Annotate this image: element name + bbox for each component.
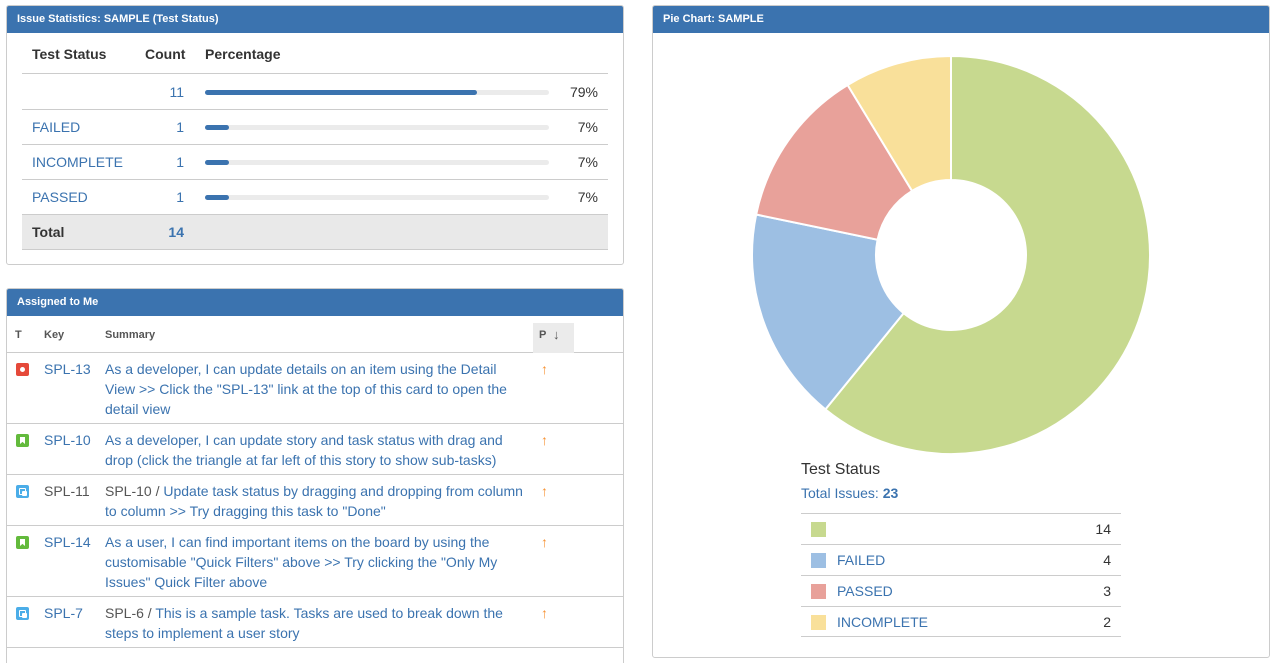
issue-key-link[interactable]: SPL-11: [44, 483, 90, 499]
issue-summary: SPL-10 / Update task status by dragging …: [105, 481, 525, 521]
percentage-bar-fill: [205, 160, 230, 165]
subtask-icon: [16, 607, 29, 620]
header-type[interactable]: T: [15, 329, 22, 341]
stats-status-link[interactable]: FAILED: [32, 119, 81, 135]
header-summary[interactable]: Summary: [105, 329, 156, 341]
table-row: SPL-11 SPL-10 / Update task status by dr…: [7, 475, 623, 526]
total-issues-value[interactable]: 23: [882, 485, 899, 501]
legend-row: INCOMPLETE 2: [801, 606, 1121, 637]
pie-slice-none[interactable]: [824, 54, 1151, 455]
legend-label[interactable]: FAILED: [837, 552, 886, 568]
total-issues-label: Total Issues:: [801, 485, 879, 501]
header-key[interactable]: Key: [44, 329, 65, 341]
legend-swatch: [811, 522, 826, 537]
stats-percentage: 79%: [569, 84, 598, 100]
table-row: SPL-14 As a user, I can find important i…: [7, 526, 623, 597]
stats-header-row: Test Status Count Percentage: [22, 34, 608, 74]
pie-chart-gadget: Pie Chart: SAMPLE Test Status Total Issu…: [652, 5, 1270, 658]
stats-count-link[interactable]: 1: [176, 119, 184, 135]
issue-key-link[interactable]: SPL-10: [44, 432, 91, 448]
priority-high-icon: ↑: [541, 361, 548, 377]
legend-label[interactable]: INCOMPLETE: [837, 614, 929, 630]
legend-row: FAILED 4: [801, 544, 1121, 575]
pie-slice-failed[interactable]: [751, 213, 906, 411]
header-priority[interactable]: P: [539, 329, 547, 341]
stats-row: 11 79%: [22, 75, 608, 110]
assigned-to-me-title: Assigned to Me: [7, 289, 623, 316]
pie-slice-incomplete[interactable]: [846, 54, 952, 193]
priority-high-icon: ↑: [541, 534, 548, 550]
issue-summary: As a developer, I can update details on …: [105, 359, 525, 419]
total-issues: Total Issues: 23: [801, 485, 898, 501]
header-percentage: Percentage: [205, 46, 281, 62]
table-row: SPL-10 As a developer, I can update stor…: [7, 424, 623, 475]
stats-total-label: Total: [32, 224, 65, 240]
legend-count: 4: [1103, 552, 1111, 568]
legend-count: 3: [1103, 583, 1111, 599]
stats-count-link[interactable]: 1: [176, 189, 184, 205]
priority-high-icon: ↑: [541, 483, 548, 499]
assigned-to-me-gadget: Assigned to Me T Key Summary P ↓ SPL-13 …: [6, 288, 624, 663]
table-row: SPL-13 As a developer, I can update deta…: [7, 353, 623, 424]
priority-column-header[interactable]: [533, 323, 574, 353]
stats-total-count[interactable]: 14: [168, 224, 184, 240]
pie-chart: [751, 54, 1151, 455]
pie-slice-passed[interactable]: [754, 83, 914, 241]
legend-row: 14: [801, 513, 1121, 544]
stats-percentage: 7%: [577, 189, 598, 205]
legend-swatch: [811, 553, 826, 568]
issue-statistics-gadget: Issue Statistics: SAMPLE (Test Status) T…: [6, 5, 624, 265]
percentage-bar-fill: [205, 90, 477, 95]
issue-summary-link[interactable]: As a user, I can find important items on…: [105, 534, 498, 590]
percentage-bar: [205, 125, 549, 130]
percentage-bar: [205, 160, 549, 165]
assigned-header-row: T Key Summary P ↓: [7, 317, 623, 353]
legend-title: Test Status: [801, 461, 881, 478]
priority-high-icon: ↑: [541, 432, 548, 448]
header-count: Count: [145, 46, 186, 62]
subtask-icon: [16, 485, 29, 498]
sort-descending-icon[interactable]: ↓: [553, 327, 560, 342]
story-icon: [16, 536, 29, 549]
legend-swatch: [811, 615, 826, 630]
stats-row: PASSED 1 7%: [22, 180, 608, 215]
issue-statistics-title: Issue Statistics: SAMPLE (Test Status): [7, 6, 623, 33]
stats-status-link[interactable]: PASSED: [32, 189, 88, 205]
stats-percentage: 7%: [577, 154, 598, 170]
parent-key[interactable]: SPL-10 /: [105, 483, 164, 499]
legend-row: PASSED 3: [801, 575, 1121, 606]
issue-key-link[interactable]: SPL-14: [44, 534, 91, 550]
legend-count: 14: [1095, 521, 1111, 537]
legend-label[interactable]: PASSED: [837, 583, 893, 599]
issue-summary-link[interactable]: This is a sample task. Tasks are used to…: [105, 605, 503, 641]
parent-key[interactable]: SPL-6 /: [105, 605, 156, 621]
issue-summary: As a user, I can find important items on…: [105, 532, 525, 592]
stats-status-link[interactable]: INCOMPLETE: [32, 154, 124, 170]
stats-percentage: 7%: [577, 119, 598, 135]
issue-key-link[interactable]: SPL-13: [44, 361, 91, 377]
percentage-bar: [205, 195, 549, 200]
header-test-status: Test Status: [32, 46, 107, 62]
stats-row: FAILED 1 7%: [22, 110, 608, 145]
issue-summary-link[interactable]: As a developer, I can update story and t…: [105, 432, 503, 468]
legend-count: 2: [1103, 614, 1111, 630]
stats-row: INCOMPLETE 1 7%: [22, 145, 608, 180]
percentage-bar-fill: [205, 195, 230, 200]
percentage-bar: [205, 90, 549, 95]
legend-swatch: [811, 584, 826, 599]
issue-summary-link[interactable]: Update task status by dragging and dropp…: [105, 483, 523, 519]
stats-total-row: Total 14: [22, 215, 608, 250]
bug-icon: [16, 363, 29, 376]
issue-key-link[interactable]: SPL-7: [44, 605, 83, 621]
percentage-bar-fill: [205, 125, 230, 130]
issue-summary-link[interactable]: As a developer, I can update details on …: [105, 361, 507, 417]
issue-summary: As a developer, I can update story and t…: [105, 430, 525, 470]
priority-high-icon: ↑: [541, 605, 548, 621]
pie-chart-title: Pie Chart: SAMPLE: [653, 6, 1269, 33]
issue-summary: SPL-6 / This is a sample task. Tasks are…: [105, 603, 525, 643]
story-icon: [16, 434, 29, 447]
stats-count-link[interactable]: 1: [176, 154, 184, 170]
stats-count-link[interactable]: 11: [169, 84, 184, 100]
table-row: SPL-7 SPL-6 / This is a sample task. Tas…: [7, 597, 623, 648]
